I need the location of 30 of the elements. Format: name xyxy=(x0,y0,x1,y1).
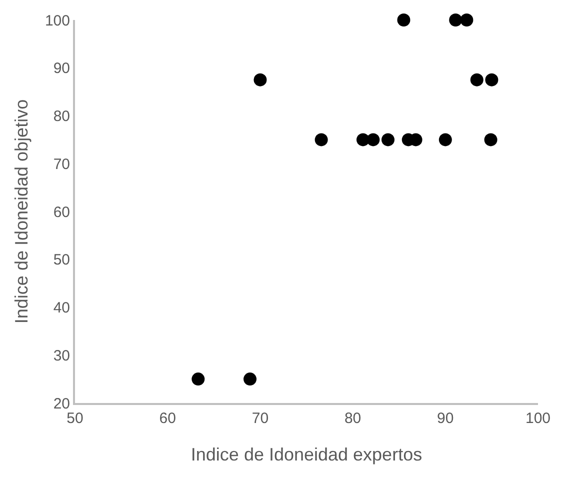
x-tick-label: 80 xyxy=(344,410,362,427)
y-tick-label: 20 xyxy=(53,395,70,412)
y-tick-label: 60 xyxy=(53,204,70,221)
x-tick-label: 60 xyxy=(159,410,176,427)
x-tick-label: 100 xyxy=(525,410,551,427)
y-tick-label: 30 xyxy=(53,347,70,364)
y-tick-label: 90 xyxy=(53,60,70,78)
point xyxy=(254,73,267,86)
y-tick-label: 50 xyxy=(53,252,70,269)
point xyxy=(366,133,380,146)
point xyxy=(460,14,474,26)
point xyxy=(244,372,257,386)
point xyxy=(449,14,462,26)
x-tick-label: 90 xyxy=(437,410,454,427)
point xyxy=(485,73,498,86)
point xyxy=(484,133,498,146)
y-tick-label: 70 xyxy=(53,156,70,173)
point xyxy=(470,73,484,86)
y-axis-title: Indice de Idoneidad objetivo xyxy=(12,99,32,324)
x-tick-label: 70 xyxy=(252,410,269,427)
point xyxy=(438,133,452,146)
point xyxy=(314,133,328,146)
x-axis-title: Indice de Idoneidad expertos xyxy=(190,444,422,465)
x-tick-label: 50 xyxy=(66,410,84,427)
point xyxy=(192,372,205,386)
y-tick-label: 80 xyxy=(53,108,70,125)
y-tick-label: 100 xyxy=(44,12,70,30)
point xyxy=(381,133,394,146)
point xyxy=(397,14,410,26)
y-tick-label: 40 xyxy=(53,300,70,316)
